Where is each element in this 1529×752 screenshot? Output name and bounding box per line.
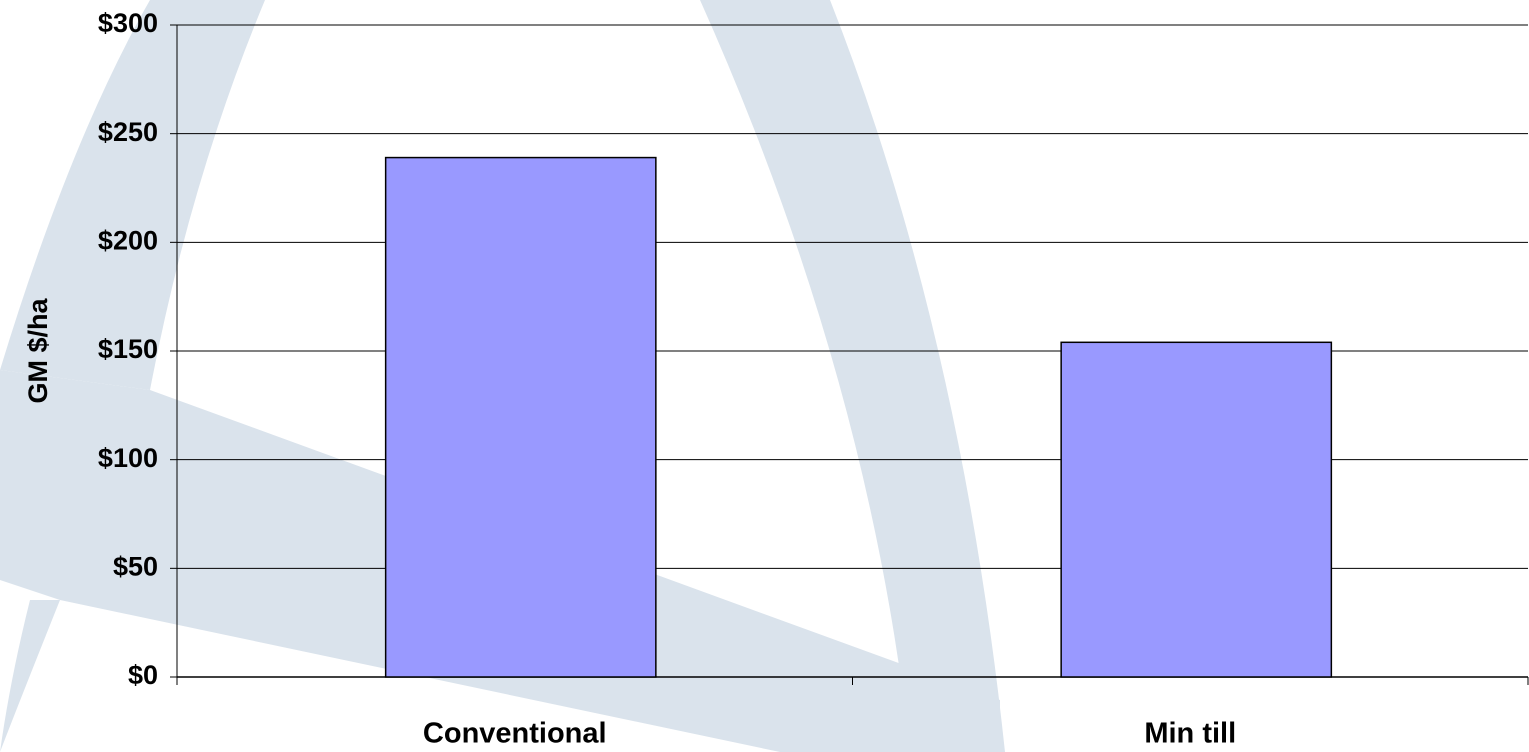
y-tick-label: $0 <box>128 660 158 690</box>
y-tick-label: $150 <box>98 334 158 364</box>
y-tick-label: $100 <box>98 443 158 473</box>
bg-shape <box>0 600 60 752</box>
x-tick-label: Conventional <box>423 718 607 750</box>
y-tick-label: $300 <box>98 8 158 38</box>
y-tick-label: $250 <box>98 117 158 147</box>
y-tick-label: $50 <box>113 551 158 581</box>
bg-shape <box>700 0 1005 752</box>
bar <box>1060 341 1333 678</box>
x-tick-label: Min till <box>1144 718 1236 750</box>
y-tick-label: $200 <box>98 225 158 255</box>
y-axis-label: GM $/ha <box>23 298 53 404</box>
bg-shape <box>0 0 265 390</box>
bar <box>384 156 657 678</box>
